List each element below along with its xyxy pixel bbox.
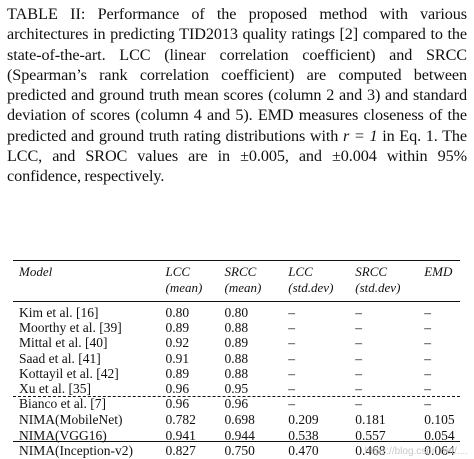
cell-srcc-stddev: 0.557 xyxy=(355,427,386,443)
cell-lcc-mean: 0.96 xyxy=(165,396,190,412)
cell-srcc-mean: 0.80 xyxy=(224,305,249,320)
cell-srcc-stddev: – xyxy=(355,396,363,412)
cell-lcc-mean: 0.80 xyxy=(165,305,190,320)
cell-lcc-stddev: – xyxy=(288,365,296,381)
cell-lcc-stddev: – xyxy=(288,335,296,351)
table-row: Bianco et al. [7] 0.96 0.96 – – – xyxy=(13,396,460,411)
cell-model: Moorthy et al. [39] xyxy=(19,320,122,336)
cell-model: NIMA(Inception-v2) xyxy=(19,442,133,458)
table-bottom-rule xyxy=(13,441,460,443)
cell-lcc-stddev: – xyxy=(288,320,296,336)
cell-srcc-stddev: – xyxy=(355,320,363,336)
table-row: Mittal et al. [40] 0.92 0.89 – – – xyxy=(13,335,460,350)
cell-srcc-stddev: – xyxy=(355,305,363,320)
cell-srcc-mean: 0.89 xyxy=(224,335,249,351)
cell-srcc-mean: 0.944 xyxy=(224,427,255,443)
header-srcc-stddev: SRCC (std.dev) xyxy=(355,262,424,302)
cell-emd: – xyxy=(424,381,431,397)
cell-lcc-mean: 0.941 xyxy=(165,427,196,443)
cell-srcc-mean: 0.750 xyxy=(224,442,255,458)
table-header-row: Model LCC (mean) SRCC (mean) LCC (std.de… xyxy=(13,262,460,302)
cell-srcc-stddev: – xyxy=(355,350,363,366)
cell-srcc-mean: 0.88 xyxy=(224,365,249,381)
table-top-rule xyxy=(13,260,460,262)
table-row: NIMA(Inception-v2) 0.827 0.750 0.470 0.4… xyxy=(13,443,460,458)
cell-lcc-stddev: 0.470 xyxy=(288,442,319,458)
cell-srcc-mean: 0.96 xyxy=(224,396,249,412)
cell-srcc-stddev: – xyxy=(355,365,363,381)
cell-lcc-stddev: 0.538 xyxy=(288,427,319,443)
cell-lcc-mean: 0.91 xyxy=(165,350,190,366)
table-row: Moorthy et al. [39] 0.89 0.88 – – – xyxy=(13,320,460,335)
cell-model: Mittal et al. [40] xyxy=(19,335,108,351)
cell-lcc-mean: 0.92 xyxy=(165,335,190,351)
cell-srcc-mean: 0.95 xyxy=(224,381,249,397)
cell-model: NIMA(MobileNet) xyxy=(19,412,123,428)
cell-lcc-mean: 0.827 xyxy=(165,442,196,458)
cell-emd: – xyxy=(424,305,431,320)
cell-lcc-mean: 0.89 xyxy=(165,320,190,336)
header-srcc-stddev-line1: SRCC xyxy=(355,264,388,279)
cell-lcc-stddev: – xyxy=(288,305,296,320)
table-row: NIMA(VGG16) 0.941 0.944 0.538 0.557 0.05… xyxy=(13,428,460,443)
cell-srcc-mean: 0.88 xyxy=(224,350,249,366)
header-srcc-mean: SRCC (mean) xyxy=(225,262,289,302)
cell-model: Xu et al. [35] xyxy=(19,381,91,397)
table-row: Kim et al. [16] 0.80 0.80 – – – xyxy=(13,302,460,320)
caption-label: TABLE II: xyxy=(7,5,86,23)
header-lcc-mean-line1: LCC xyxy=(165,264,191,279)
cell-emd: – xyxy=(424,350,431,366)
caption-text-part-1: Performance of the proposed method with … xyxy=(7,5,467,145)
cell-emd: 0.105 xyxy=(424,412,455,428)
cell-lcc-stddev: – xyxy=(288,381,296,397)
header-srcc-mean-line2: (mean) xyxy=(224,280,262,295)
header-model: Model xyxy=(13,262,166,302)
cell-model: Kim et al. [16] xyxy=(19,305,99,320)
header-emd: EMD xyxy=(424,262,460,302)
cell-lcc-stddev: 0.209 xyxy=(288,412,319,428)
header-lcc-stddev-line1: LCC xyxy=(288,264,313,279)
table-row: Saad et al. [41] 0.91 0.88 – – – xyxy=(13,351,460,366)
header-emd-label: EMD xyxy=(424,264,453,279)
cell-emd: – xyxy=(424,335,431,351)
table-row: Kottayil et al. [42] 0.89 0.88 – – – xyxy=(13,366,460,381)
header-srcc-stddev-line2: (std.dev) xyxy=(355,280,401,295)
cell-lcc-stddev: – xyxy=(288,350,296,366)
caption-text-part-2: in Eq. 1. The LCC, and SROC values are i… xyxy=(7,126,467,186)
cell-lcc-stddev: – xyxy=(288,396,296,412)
cell-emd: – xyxy=(424,396,431,412)
cell-srcc-stddev: – xyxy=(355,335,363,351)
cell-srcc-stddev: 0.468 xyxy=(355,442,386,458)
cell-srcc-mean: 0.698 xyxy=(224,412,255,428)
header-lcc-mean: LCC (mean) xyxy=(166,262,225,302)
caption-math-expression: r = 1 xyxy=(342,126,378,145)
cell-emd: – xyxy=(424,320,431,336)
cell-lcc-mean: 0.782 xyxy=(165,412,196,428)
cell-emd: 0.054 xyxy=(424,427,455,443)
cell-srcc-stddev: – xyxy=(355,381,363,397)
cell-emd: – xyxy=(424,365,431,381)
cell-lcc-mean: 0.96 xyxy=(165,381,190,397)
table-row: Xu et al. [35] 0.96 0.95 – – – xyxy=(13,381,460,396)
header-srcc-mean-line1: SRCC xyxy=(224,264,257,279)
cell-model: Saad et al. [41] xyxy=(19,350,101,366)
header-lcc-stddev-line2: (std.dev) xyxy=(288,280,334,295)
header-model-label: Model xyxy=(19,264,53,279)
header-lcc-mean-line2: (mean) xyxy=(165,280,203,295)
cell-model: Kottayil et al. [42] xyxy=(19,365,119,381)
cell-emd: 0.064 xyxy=(424,442,455,458)
results-table: Model LCC (mean) SRCC (mean) LCC (std.de… xyxy=(13,262,460,458)
watermark-text: https://blog.csdn.net/.... xyxy=(364,446,468,457)
table-row: NIMA(MobileNet) 0.782 0.698 0.209 0.181 … xyxy=(13,411,460,427)
table-header-rule xyxy=(13,301,460,302)
cell-model: Bianco et al. [7] xyxy=(19,396,106,412)
table-dashed-separator xyxy=(13,396,460,397)
cell-lcc-mean: 0.89 xyxy=(165,365,190,381)
cell-model: NIMA(VGG16) xyxy=(19,427,107,443)
table-caption: TABLE II: Performance of the proposed me… xyxy=(7,4,467,187)
cell-srcc-mean: 0.88 xyxy=(224,320,249,336)
header-lcc-stddev: LCC (std.dev) xyxy=(288,262,355,302)
cell-srcc-stddev: 0.181 xyxy=(355,412,386,428)
